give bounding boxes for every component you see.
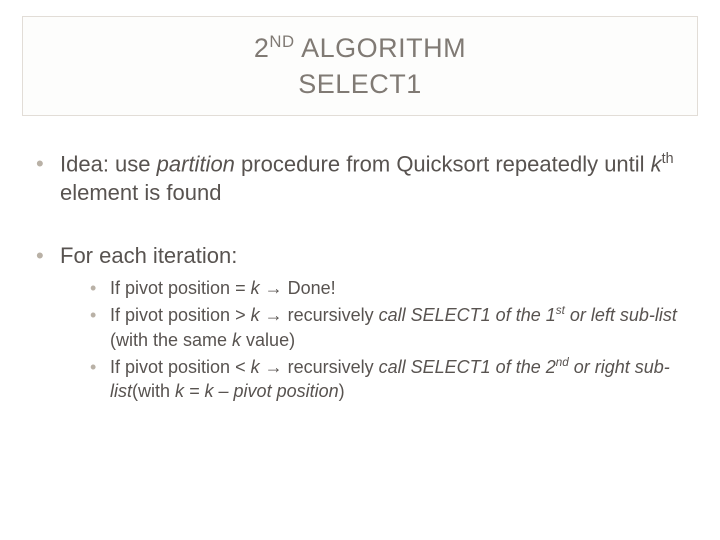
t-italic: k (232, 330, 241, 350)
t-italic: call SELECT1 of the 1 (379, 305, 556, 325)
t: recursively (283, 305, 379, 325)
sub-bullet-lt: • If pivot position < k → recursively ca… (90, 355, 684, 404)
title-post: ALGORITHM (295, 33, 467, 63)
t: If pivot position > (110, 305, 251, 325)
title-line1: 2ND ALGORITHM (254, 33, 466, 63)
sub-bullet-gt-text: If pivot position > k → recursively call… (110, 303, 684, 352)
bullet-idea: • Idea: use partition procedure from Qui… (36, 150, 684, 208)
t-sup-italic: st (556, 304, 565, 317)
bullet-dot: • (90, 355, 110, 404)
sub-bullet-list: • If pivot position = k → Done! • If piv… (90, 276, 684, 403)
t-sup-italic: nd (556, 356, 569, 369)
t: Done! (283, 278, 336, 298)
t: (with the same (110, 330, 232, 350)
content-area: • Idea: use partition procedure from Qui… (36, 150, 684, 407)
t-italic: or left sub-list (565, 305, 677, 325)
sub-bullet-eq-text: If pivot position = k → Done! (110, 276, 336, 300)
title-pre: 2 (254, 33, 270, 63)
arrow-icon: → (265, 305, 283, 325)
sub-bullet-lt-text: If pivot position < k → recursively call… (110, 355, 684, 404)
t: element is found (60, 180, 221, 205)
t: recursively (283, 357, 379, 377)
t: ) (339, 381, 345, 401)
bullet-idea-text: Idea: use partition procedure from Quick… (60, 150, 684, 208)
t-italic: k (251, 357, 265, 377)
bullet-iteration-text: For each iteration: (60, 242, 237, 271)
t-italic: partition (157, 151, 235, 176)
title-sup: ND (269, 32, 294, 51)
title-line2: SELECT1 (298, 69, 422, 99)
t: If pivot position = (110, 278, 251, 298)
t: For each iteration: (60, 243, 237, 268)
t: value) (241, 330, 295, 350)
bullet-dot: • (36, 242, 60, 271)
sub-bullet-gt: • If pivot position > k → recursively ca… (90, 303, 684, 352)
title-box: 2ND ALGORITHM SELECT1 (22, 16, 698, 116)
bullet-dot: • (36, 150, 60, 208)
t: (with (132, 381, 175, 401)
t-italic: call SELECT1 of the 2 (379, 357, 556, 377)
bullet-dot: • (90, 276, 110, 300)
t-italic: k (251, 305, 265, 325)
sub-bullet-eq: • If pivot position = k → Done! (90, 276, 684, 300)
t: procedure from Quicksort repeatedly unti… (235, 151, 651, 176)
t-italic: k = k – pivot position (175, 381, 339, 401)
t: If pivot position < (110, 357, 251, 377)
t-italic: k (251, 278, 265, 298)
t: Idea: use (60, 151, 157, 176)
t-sup: th (662, 151, 674, 167)
slide-title: 2ND ALGORITHM SELECT1 (254, 30, 466, 103)
t-italic: k (651, 151, 662, 176)
bullet-iteration: • For each iteration: (36, 242, 684, 271)
arrow-icon: → (265, 357, 283, 377)
bullet-dot: • (90, 303, 110, 352)
arrow-icon: → (265, 278, 283, 298)
